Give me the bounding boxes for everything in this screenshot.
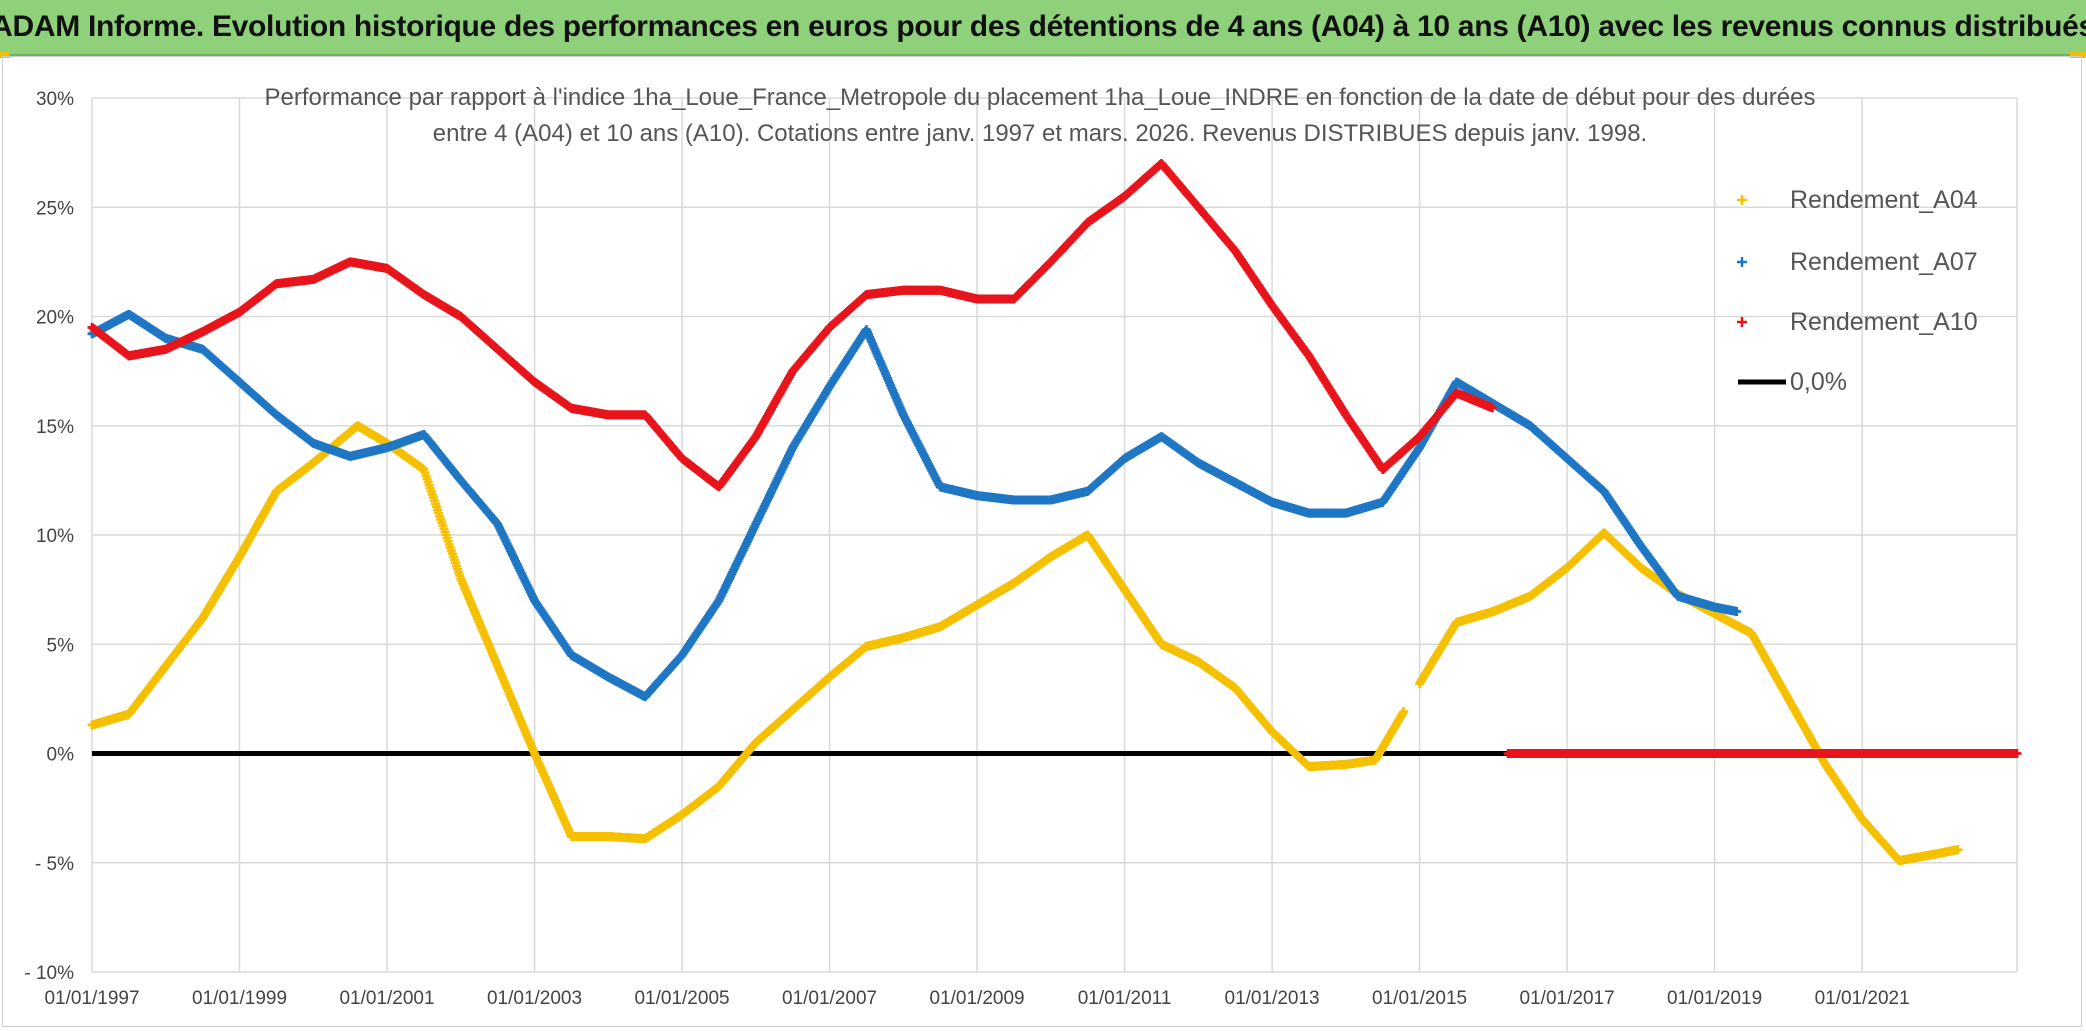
y-tick-label: 15% xyxy=(36,417,74,438)
chart-frame xyxy=(2,56,2082,1027)
y-tick-label: 25% xyxy=(36,198,74,219)
data-point xyxy=(1487,403,1497,413)
chart-title-line: entre 4 (A04) et 10 ans (A10). Cotations… xyxy=(433,120,1647,147)
banner-title: ADAM Informe. Evolution historique des p… xyxy=(0,10,2086,43)
x-tick-label: 01/01/2019 xyxy=(1667,988,1762,1009)
y-tick-label: - 5% xyxy=(35,854,74,875)
y-tick-label: 0% xyxy=(47,745,75,766)
series-Rendement_A10 xyxy=(87,159,2022,758)
series-Rendement_A07 xyxy=(87,309,1742,702)
x-tick-label: 01/01/2009 xyxy=(930,988,1025,1009)
x-tick-label: 01/01/2021 xyxy=(1815,988,1910,1009)
y-tick-label: 20% xyxy=(36,308,74,329)
y-tick-label: 10% xyxy=(36,526,74,547)
x-tick-label: 01/01/2005 xyxy=(634,988,729,1009)
x-tick-label: 01/01/2017 xyxy=(1520,988,1615,1009)
x-tick-label: 01/01/2001 xyxy=(339,988,434,1009)
series-Rendement_A04 xyxy=(87,421,1963,866)
x-tick-label: 01/01/1999 xyxy=(192,988,287,1009)
x-tick-label: 01/01/2013 xyxy=(1225,988,1320,1009)
banner-accent-left xyxy=(0,52,10,58)
x-tick-label: 01/01/2003 xyxy=(487,988,582,1009)
chart-title-line: Performance par rapport à l'indice 1ha_L… xyxy=(265,84,1816,111)
data-point xyxy=(1953,845,1963,855)
x-tick-label: 01/01/2011 xyxy=(1078,988,1172,1009)
data-point xyxy=(1399,707,1409,717)
x-tick-label: 01/01/2007 xyxy=(782,988,877,1009)
x-tick-label: 01/01/1997 xyxy=(44,988,139,1009)
y-tick-label: 5% xyxy=(47,635,75,656)
x-tick-label: 01/01/2015 xyxy=(1372,988,1467,1009)
y-tick-label: - 10% xyxy=(24,963,74,984)
report-banner: ADAM Informe. Evolution historique des p… xyxy=(0,0,2086,56)
y-tick-label: 30% xyxy=(36,89,74,110)
banner-accent-right xyxy=(2070,52,2086,58)
data-point xyxy=(1732,606,1742,616)
